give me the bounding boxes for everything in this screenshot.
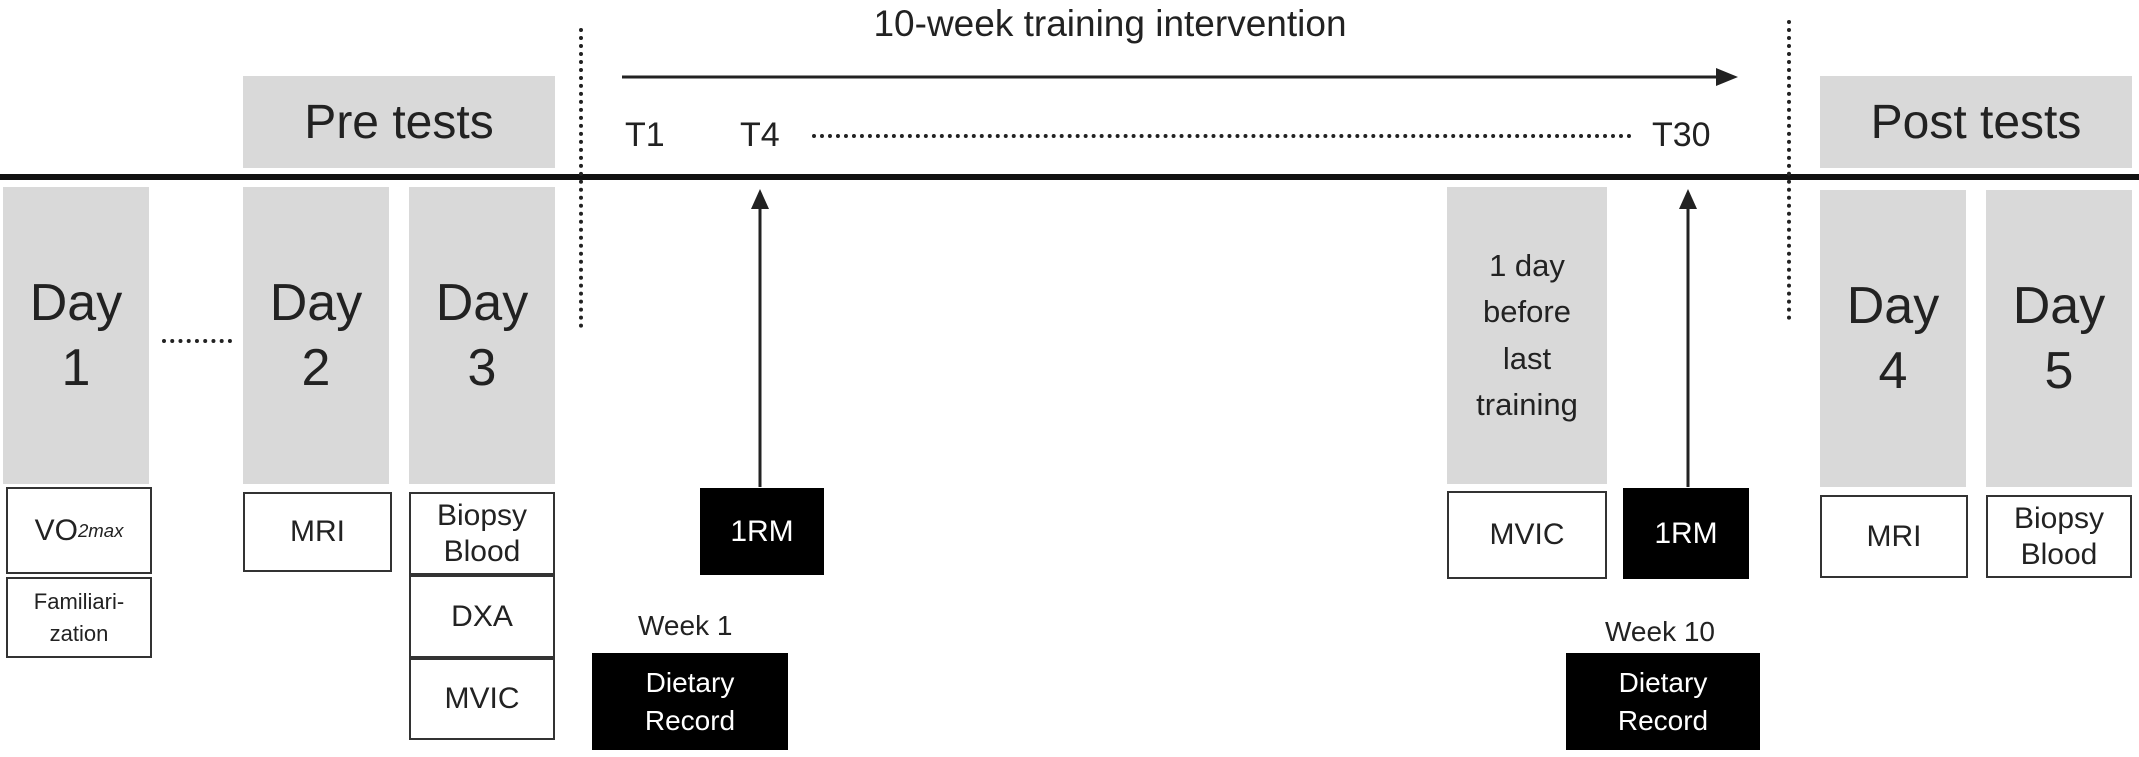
mri-post-box: MRI — [1820, 495, 1968, 578]
day-2-block: Day 2 — [243, 187, 389, 484]
last-day-line: before — [1483, 294, 1571, 329]
last-day-line: 1 day — [1489, 247, 1565, 283]
t30-arrow — [1679, 189, 1697, 487]
timeline-bar — [0, 174, 2139, 180]
vo2max-test-box: VO 2max — [6, 487, 152, 574]
biopsy-blood-post-box: Biopsy Blood — [1986, 495, 2132, 578]
pre-intervention-separator — [579, 28, 583, 328]
day-3-block: Day 3 — [409, 187, 555, 484]
day-number: 3 — [467, 338, 497, 397]
last-day-line: training — [1476, 387, 1578, 422]
timeline-t30-label: T30 — [1652, 116, 1711, 154]
pre-tests-header: Pre tests — [243, 76, 555, 168]
1rm-t4-box: 1RM — [700, 488, 824, 575]
dietary-record-week-10: Dietary Record — [1566, 653, 1760, 750]
mvic-post-box: MVIC — [1447, 491, 1607, 579]
day-number: 2 — [301, 338, 331, 397]
day-5-block: Day 5 — [1986, 190, 2132, 487]
intervention-arrow — [622, 68, 1738, 86]
week-1-label: Week 1 — [638, 610, 733, 641]
last-day-line: last — [1502, 340, 1552, 376]
last-training-block: 1 day before last training — [1447, 187, 1607, 484]
dxa-box: DXA — [409, 575, 555, 658]
post-intervention-separator — [1787, 20, 1791, 320]
day-word: Day — [1846, 276, 1940, 335]
dietary-line: Record — [1617, 704, 1709, 736]
biopsy-line: Blood — [443, 534, 521, 568]
biopsy-blood-pre-box: Biopsy Blood — [409, 492, 555, 575]
dietary-line: Record — [644, 704, 736, 736]
day-word: Day — [2012, 276, 2106, 335]
day-word: Day — [435, 273, 529, 332]
1rm-t30-box: 1RM — [1623, 488, 1749, 579]
intervention-title: 10-week training intervention — [873, 3, 1347, 44]
familiarization-line: Familiari- — [33, 588, 125, 614]
day-number: 4 — [1878, 341, 1908, 400]
day-4-block: Day 4 — [1820, 190, 1966, 487]
dietary-record-week-1: Dietary Record — [592, 653, 788, 750]
day-gap-dots — [162, 339, 232, 343]
dietary-line: Dietary — [645, 666, 735, 698]
vo2-subscript: 2max — [77, 519, 124, 541]
timeline-t1-label: T1 — [625, 116, 665, 154]
familiarization-line: zation — [49, 620, 109, 646]
biopsy-line: Biopsy — [436, 498, 528, 532]
dietary-line: Dietary — [1618, 666, 1708, 698]
day-number: 1 — [61, 338, 91, 397]
timeline-dots — [812, 134, 1632, 138]
day-word: Day — [269, 273, 363, 332]
mvic-pre-box: MVIC — [409, 658, 555, 740]
timeline-t4-label: T4 — [740, 116, 780, 154]
day-number: 5 — [2044, 341, 2074, 400]
day-1-block: Day 1 — [3, 187, 149, 484]
biopsy-line: Biopsy — [2013, 501, 2105, 535]
t4-arrow — [751, 189, 769, 487]
biopsy-line: Blood — [2020, 537, 2098, 571]
vo2-main: VO — [34, 513, 78, 547]
week-10-label: Week 10 — [1605, 616, 1715, 647]
day-word: Day — [29, 273, 123, 332]
familiarization-box: Familiari- zation — [6, 577, 152, 658]
post-tests-header: Post tests — [1820, 76, 2132, 168]
mri-pre-box: MRI — [243, 492, 392, 572]
